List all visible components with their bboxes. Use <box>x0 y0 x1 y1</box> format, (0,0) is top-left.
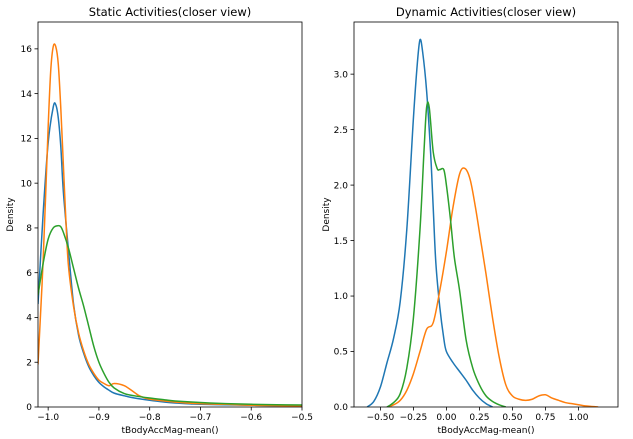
y-tick-label: 2.0 <box>334 181 349 191</box>
x-axis-ticks: −0.50 −0.25 0.00 0.25 0.50 0.75 1.00 <box>367 407 589 423</box>
x-tick-label: −0.50 <box>367 413 395 423</box>
y-tick-label: 0 <box>26 403 32 413</box>
series-line-orange <box>386 167 599 407</box>
x-tick-label: −0.8 <box>139 413 161 423</box>
y-tick-label: 8 <box>26 224 32 234</box>
x-tick-label: 0.50 <box>502 413 522 423</box>
series-line-green <box>386 101 507 407</box>
x-tick-label: 1.00 <box>568 413 588 423</box>
axes-frame <box>353 21 619 408</box>
y-tick-label: 1.0 <box>334 292 349 302</box>
plot-area <box>38 43 302 407</box>
x-tick-label: −0.5 <box>291 413 313 423</box>
static-activities-chart: Static Activities(closer view) −1.0 −0.9−… <box>6 5 313 436</box>
y-axis-label: Density <box>322 197 332 232</box>
x-axis-label: tBodyAccMag-mean() <box>122 426 219 436</box>
y-tick-label: 0.0 <box>334 403 349 413</box>
x-tick-label: 0.00 <box>436 413 456 423</box>
y-tick-label: 2.5 <box>334 126 348 136</box>
x-tick-label: −0.6 <box>240 413 262 423</box>
y-tick-label: 1.5 <box>334 237 348 247</box>
y-axis-ticks: 0 2 4 6 8 10 12 14 16 <box>21 45 38 413</box>
series-line-orange <box>38 43 302 407</box>
y-tick-label: 14 <box>21 90 33 100</box>
x-tick-label: −0.25 <box>400 413 428 423</box>
chart-title: Dynamic Activities(closer view) <box>396 5 576 19</box>
x-tick-label: −0.7 <box>190 413 212 423</box>
y-tick-label: 16 <box>21 45 33 55</box>
chart-title: Static Activities(closer view) <box>89 5 251 19</box>
plot-area <box>366 38 599 407</box>
x-tick-label: −1.0 <box>37 413 59 423</box>
y-tick-label: 0.5 <box>334 348 348 358</box>
y-tick-label: 12 <box>21 135 32 145</box>
y-axis-label: Density <box>6 197 16 232</box>
series-line-blue <box>366 38 493 407</box>
y-tick-label: 3.0 <box>334 70 349 80</box>
series-line-green <box>38 224 302 406</box>
x-tick-label: 0.75 <box>535 413 555 423</box>
dynamic-activities-chart: Dynamic Activities(closer view) −0.50 −0.… <box>322 5 619 436</box>
x-axis-label: tBodyAccMag-mean() <box>438 426 535 436</box>
y-axis-ticks: 0.0 0.5 1.0 1.5 2.0 2.5 3.0 <box>334 70 354 413</box>
y-tick-label: 10 <box>21 179 33 189</box>
y-tick-label: 2 <box>26 358 32 368</box>
x-axis-ticks: −1.0 −0.9 −0.8 −0.7 −0.6 −0.5 <box>37 407 313 423</box>
x-tick-label: −0.9 <box>88 413 110 423</box>
x-tick-label: 0.25 <box>469 413 489 423</box>
y-tick-label: 4 <box>26 314 32 324</box>
axes-frame <box>37 21 303 408</box>
y-tick-label: 6 <box>26 269 32 279</box>
